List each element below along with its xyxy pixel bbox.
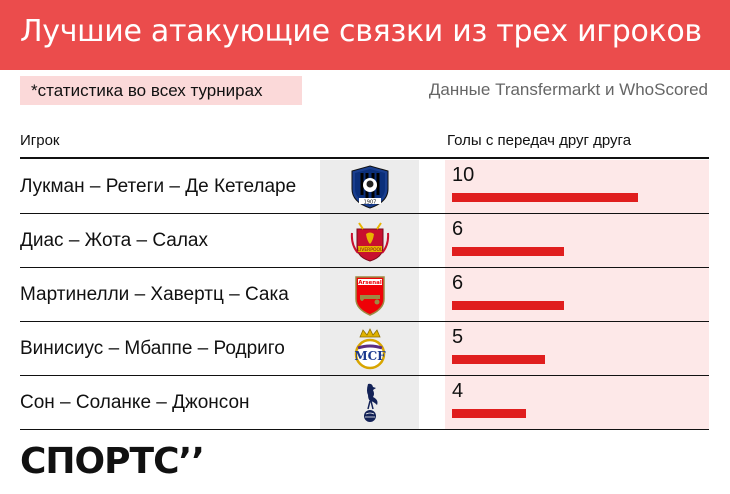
table-row: Винисиус – Мбаппе – Родриго MCF 5 <box>20 322 709 375</box>
note-text: *статистика во всех турнирах <box>31 81 263 100</box>
svg-text:MCF: MCF <box>354 349 386 363</box>
atalanta-crest-icon: 1907 <box>351 165 389 209</box>
player-trio-label: Сон – Соланке – Джонсон <box>20 392 250 413</box>
svg-text:Arsenal: Arsenal <box>358 280 382 286</box>
source-text: Данные Transfermarkt и WhoScored <box>428 80 708 99</box>
liverpool-crest-icon: LIVERPOOL <box>350 222 390 262</box>
row-divider <box>20 321 709 322</box>
bar-cell: 10 <box>445 160 709 213</box>
row-divider <box>20 267 709 268</box>
svg-text:1907: 1907 <box>364 200 377 206</box>
bar <box>452 355 545 364</box>
bar <box>452 247 564 256</box>
bar-cell: 5 <box>445 322 709 375</box>
bar <box>452 409 526 418</box>
real-madrid-crest-icon: MCF <box>354 328 386 370</box>
player-trio-label: Диас – Жота – Салах <box>20 230 208 251</box>
column-header-goals: Голы с передач друг друга <box>447 132 632 149</box>
data-label: 6 <box>452 218 464 240</box>
player-trio-label: Винисиус – Мбаппе – Родриго <box>20 338 285 359</box>
player-trio-label: Лукман – Ретеги – Де Кетеларе <box>20 176 297 197</box>
table-divider <box>20 157 709 159</box>
sports-ru-logo: СПОРТС’’ <box>20 441 205 482</box>
note-badge: *статистика во всех турнирах <box>20 76 302 105</box>
data-label: 6 <box>452 272 464 294</box>
svg-text:LIVERPOOL: LIVERPOOL <box>357 247 383 253</box>
table-row: Мартинелли – Хавертц – Сака Arsenal 6 <box>20 268 709 321</box>
player-trio-label: Мартинелли – Хавертц – Сака <box>20 284 289 305</box>
bar-cell: 6 <box>445 268 709 321</box>
club-logo-cell <box>320 376 419 429</box>
club-logo-cell: LIVERPOOL <box>320 214 419 267</box>
title-bar: Лучшие атакующие связки из трех игроков <box>0 0 730 70</box>
club-logo-cell: 1907 <box>320 160 419 213</box>
row-divider <box>20 429 709 430</box>
row-divider <box>20 213 709 214</box>
club-logo-cell: Arsenal <box>320 268 419 321</box>
data-label: 5 <box>452 326 464 348</box>
bar-cell: 6 <box>445 214 709 267</box>
table-row: Диас – Жота – Салах LIVERPOOL 6 <box>20 214 709 267</box>
club-logo-cell: MCF <box>320 322 419 375</box>
tottenham-crest-icon <box>364 383 378 422</box>
table-row: Сон – Соланке – Джонсон 4 <box>20 376 709 429</box>
row-divider <box>20 375 709 376</box>
column-header-player: Игрок <box>20 132 60 149</box>
arsenal-crest-icon: Arsenal <box>355 276 385 316</box>
bar <box>452 301 564 310</box>
data-label: 4 <box>452 380 464 402</box>
bar-cell: 4 <box>445 376 709 429</box>
data-label: 10 <box>452 164 475 186</box>
table-row: Лукман – Ретеги – Де Кетеларе 1907 10 <box>20 160 709 213</box>
chart-title: Лучшие атакующие связки из трех игроков <box>20 14 702 49</box>
bar <box>452 193 638 202</box>
